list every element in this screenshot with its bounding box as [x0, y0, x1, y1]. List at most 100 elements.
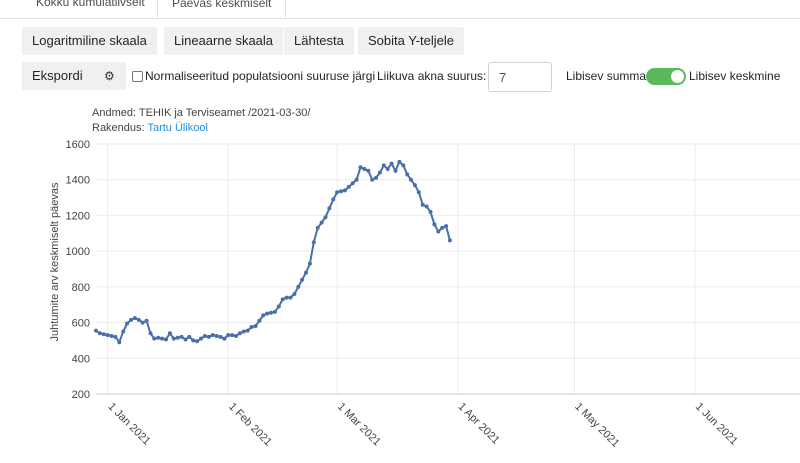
gear-icon[interactable]: ⚙	[104, 69, 115, 83]
data-point[interactable]	[362, 167, 367, 171]
data-point[interactable]	[358, 165, 363, 170]
data-point[interactable]	[179, 334, 184, 339]
data-point[interactable]	[129, 317, 133, 322]
data-point[interactable]	[354, 177, 359, 182]
tab-cumulative[interactable]: Kokku kumulatiivselt	[36, 0, 145, 9]
log-scale-button[interactable]: Logaritmiline skaala	[22, 27, 157, 55]
data-point[interactable]	[342, 188, 347, 193]
data-point[interactable]	[101, 332, 106, 337]
rolling-mode-toggle[interactable]	[646, 68, 686, 85]
data-point[interactable]	[140, 320, 145, 325]
data-point[interactable]	[304, 270, 308, 275]
data-point[interactable]	[136, 317, 141, 322]
data-point[interactable]	[401, 163, 406, 168]
data-point[interactable]	[206, 334, 211, 339]
data-point[interactable]	[245, 328, 250, 333]
data-point[interactable]	[230, 333, 235, 338]
data-point[interactable]	[167, 331, 172, 336]
export-button[interactable]: Ekspordi	[22, 62, 126, 90]
data-point[interactable]	[222, 336, 227, 341]
data-point[interactable]	[148, 331, 153, 336]
data-point[interactable]	[132, 316, 137, 321]
data-point[interactable]	[327, 206, 332, 211]
data-point[interactable]	[335, 190, 340, 195]
data-point[interactable]	[385, 167, 390, 171]
data-point[interactable]	[292, 292, 297, 296]
normalize-checkbox[interactable]	[132, 71, 143, 82]
data-point[interactable]	[261, 313, 266, 318]
data-point[interactable]	[218, 334, 223, 339]
data-point[interactable]	[125, 321, 130, 326]
data-point[interactable]	[121, 329, 126, 334]
data-point[interactable]	[97, 331, 102, 336]
data-point[interactable]	[315, 225, 320, 230]
data-point[interactable]	[440, 225, 445, 230]
data-point[interactable]	[444, 224, 449, 229]
data-point[interactable]	[424, 204, 429, 209]
data-point[interactable]	[272, 309, 277, 314]
data-point[interactable]	[164, 337, 168, 342]
data-point[interactable]	[241, 329, 246, 334]
data-point[interactable]	[94, 328, 98, 333]
data-point[interactable]	[105, 333, 110, 338]
data-point[interactable]	[374, 175, 378, 180]
data-point[interactable]	[428, 209, 433, 214]
data-point[interactable]	[117, 340, 122, 345]
data-point[interactable]	[253, 324, 258, 329]
data-point[interactable]	[311, 240, 316, 245]
data-point[interactable]	[405, 172, 410, 177]
data-point[interactable]	[389, 161, 394, 166]
data-point[interactable]	[257, 318, 262, 323]
data-point[interactable]	[191, 338, 196, 343]
data-point[interactable]	[175, 335, 180, 340]
data-point[interactable]	[447, 238, 452, 243]
data-point[interactable]	[409, 177, 413, 182]
linear-scale-button[interactable]: Lineaarne skaala	[164, 27, 284, 55]
data-point[interactable]	[249, 325, 254, 329]
data-point[interactable]	[160, 336, 165, 341]
data-point[interactable]	[377, 170, 382, 175]
data-point[interactable]	[370, 177, 375, 182]
data-point[interactable]	[237, 331, 242, 336]
data-point[interactable]	[416, 190, 421, 195]
data-point[interactable]	[210, 333, 215, 338]
data-point[interactable]	[436, 229, 441, 234]
data-point[interactable]	[276, 304, 281, 309]
data-point[interactable]	[300, 277, 305, 282]
data-point[interactable]	[393, 168, 398, 173]
data-point[interactable]	[346, 184, 351, 189]
data-point[interactable]	[109, 334, 114, 338]
series-points[interactable]	[94, 159, 452, 345]
data-point[interactable]	[323, 215, 328, 220]
data-point[interactable]	[152, 336, 157, 341]
data-point[interactable]	[412, 183, 417, 188]
data-point[interactable]	[420, 202, 425, 207]
data-point[interactable]	[280, 297, 285, 302]
data-point[interactable]	[187, 334, 192, 339]
data-point[interactable]	[265, 311, 270, 316]
data-point[interactable]	[202, 334, 207, 338]
fit-y-button[interactable]: Sobita Y-teljele	[358, 27, 465, 55]
tab-daily-average[interactable]: Päevas keskmiselt	[157, 0, 287, 18]
data-point[interactable]	[156, 335, 161, 340]
data-point[interactable]	[366, 168, 371, 173]
app-credit-link[interactable]: Tartu Ülikool	[147, 122, 208, 134]
data-point[interactable]	[214, 334, 219, 338]
data-point[interactable]	[331, 197, 336, 202]
data-point[interactable]	[284, 295, 289, 300]
data-point[interactable]	[195, 339, 200, 344]
data-point[interactable]	[171, 336, 176, 341]
data-point[interactable]	[269, 310, 273, 315]
data-point[interactable]	[144, 318, 149, 323]
data-point[interactable]	[307, 261, 312, 266]
data-point[interactable]	[296, 284, 301, 289]
data-point[interactable]	[113, 334, 118, 339]
window-size-input[interactable]	[488, 62, 552, 92]
data-point[interactable]	[288, 295, 293, 300]
data-point[interactable]	[234, 334, 238, 338]
reset-button[interactable]: Lähtesta	[284, 27, 354, 55]
data-point[interactable]	[350, 181, 355, 186]
data-point[interactable]	[226, 333, 231, 338]
data-point[interactable]	[397, 159, 402, 164]
data-point[interactable]	[381, 163, 386, 168]
